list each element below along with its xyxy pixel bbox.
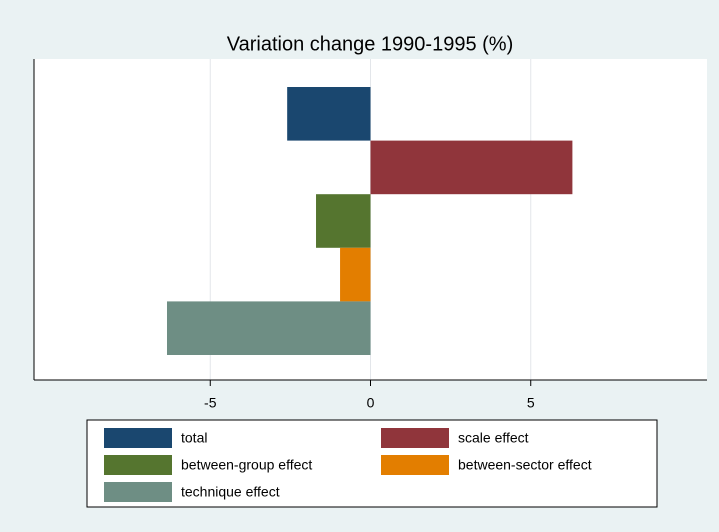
legend-label: between-sector effect (458, 457, 592, 473)
bar (166, 301, 371, 355)
legend-label: technique effect (181, 484, 280, 500)
bars (166, 87, 573, 355)
legend-swatch (104, 428, 172, 448)
legend (86, 419, 658, 508)
x-tick-label: -5 (204, 395, 217, 411)
bar (287, 87, 371, 141)
legend-swatch (381, 455, 449, 475)
legend-label: scale effect (458, 430, 529, 446)
x-tick-label: 5 (527, 395, 535, 411)
legend-label: total (181, 430, 207, 446)
legend-swatch (104, 455, 172, 475)
chart-title: Variation change 1990-1995 (%) (227, 33, 513, 55)
legend-swatch (381, 428, 449, 448)
bar (370, 140, 573, 195)
legend-swatch (104, 482, 172, 502)
bar (340, 247, 371, 302)
x-tick-label: 0 (367, 395, 375, 411)
legend-label: between-group effect (181, 457, 312, 473)
bar (316, 194, 371, 248)
